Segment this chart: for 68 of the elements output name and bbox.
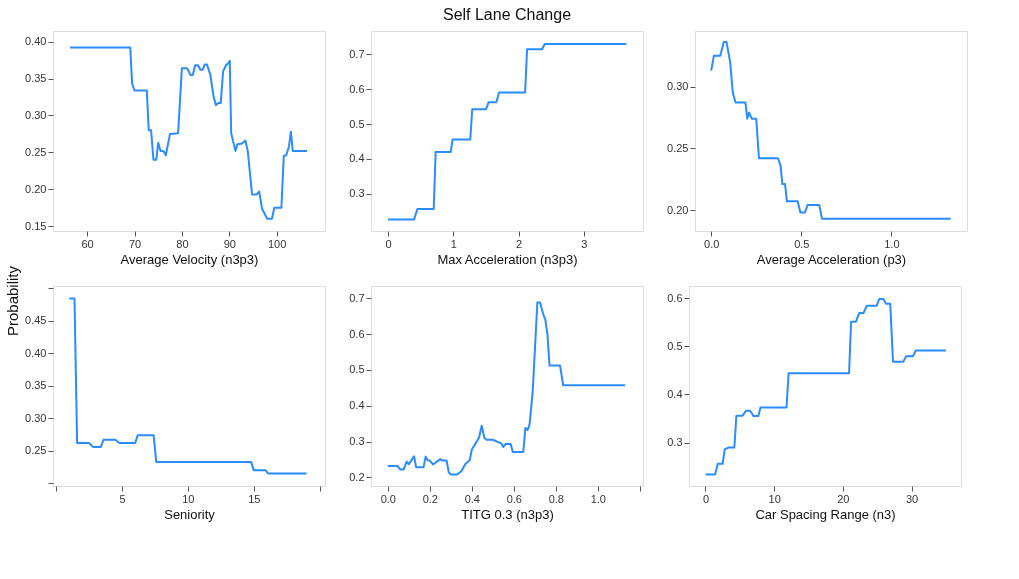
- line-series: [704, 298, 947, 476]
- y-tick-label: 0.40: [25, 35, 47, 48]
- x-tick-label: 30: [905, 492, 919, 505]
- x-tick-label: 1.0: [590, 492, 606, 505]
- y-tick-label: 0.5: [667, 339, 683, 352]
- x-tick-label: 0.0: [704, 237, 720, 250]
- y-axis-title: Probability: [4, 265, 21, 337]
- y-tick-label: 0.35: [25, 379, 47, 392]
- x-axis-title: Average Velocity (n3p3): [120, 251, 259, 267]
- y-tick-label: 0.6: [667, 291, 683, 304]
- y-tick-label: 0.30: [667, 80, 689, 93]
- y-tick-label: 0.4: [667, 387, 683, 400]
- x-tick-label: 3: [581, 237, 588, 250]
- x-axis-title: TITG 0.3 (n3p3): [461, 506, 554, 522]
- y-tick-label: 0.25: [667, 141, 689, 154]
- x-tick-label: 0.0: [380, 492, 396, 505]
- y-tick-label: 0.25: [25, 444, 47, 457]
- line-series: [68, 297, 308, 475]
- x-tick-label: 0.6: [506, 492, 522, 505]
- y-tick-label: 0.20: [667, 203, 689, 216]
- y-tick-label: 0.15: [25, 219, 47, 232]
- y-tick-label: 0.20: [25, 182, 47, 195]
- y-tick-label: 0.6: [349, 82, 365, 95]
- y-tick-label: 0.25: [25, 145, 47, 158]
- x-tick-label: 15: [248, 492, 261, 505]
- x-tick-label: 1.0: [884, 237, 900, 250]
- x-tick-label: 100: [267, 237, 287, 250]
- x-tick-label: 0.2: [422, 492, 438, 505]
- x-tick-label: 70: [128, 237, 142, 250]
- x-tick-label: 10: [182, 492, 195, 505]
- line-series: [69, 46, 308, 220]
- y-tick-label: 0.35: [25, 72, 47, 85]
- y-tick-label: 0.7: [349, 291, 365, 304]
- line-series: [386, 301, 627, 476]
- x-tick-label: 60: [81, 237, 94, 250]
- x-tick-label: 20: [837, 492, 850, 505]
- y-tick-label: 0.7: [349, 47, 365, 60]
- y-tick-label: 0.3: [349, 435, 365, 448]
- y-tick-label: 0.45: [25, 314, 47, 327]
- y-tick-label: 0.30: [25, 411, 47, 424]
- y-tick-label: 0.5: [349, 363, 365, 376]
- y-tick-label: 0.3: [667, 436, 683, 449]
- x-tick-label: 90: [223, 237, 236, 250]
- x-axis-title: Car Spacing Range (n3): [755, 506, 896, 522]
- line-series: [710, 41, 952, 220]
- x-axis-title: Max Acceleration (n3p3): [437, 251, 578, 267]
- line-series: [386, 42, 628, 221]
- x-axis-title: Average Acceleration (p3): [756, 251, 907, 267]
- chart-title: Self Lane Change: [442, 6, 572, 23]
- y-tick-label: 0.40: [25, 346, 47, 359]
- y-tick-label: 0.30: [25, 108, 47, 121]
- x-tick-label: 0: [385, 237, 392, 250]
- x-tick-label: 5: [119, 492, 126, 505]
- x-tick-label: 0.5: [794, 237, 810, 250]
- x-axis-title: Seniority: [164, 506, 216, 522]
- x-tick-label: 0: [702, 492, 710, 505]
- y-tick-label: 0.6: [349, 327, 365, 340]
- x-tick-label: 1: [450, 237, 457, 250]
- y-tick-label: 0.5: [349, 117, 365, 130]
- x-tick-label: 0.8: [548, 492, 564, 505]
- x-tick-label: 2: [516, 237, 523, 250]
- y-tick-label: 0.4: [349, 152, 365, 165]
- y-tick-label: 0.2: [349, 470, 365, 483]
- x-tick-label: 0.4: [464, 492, 480, 505]
- x-tick-label: 80: [176, 237, 189, 250]
- x-tick-label: 10: [768, 492, 781, 505]
- y-tick-label: 0.4: [349, 399, 365, 412]
- y-tick-label: 0.3: [349, 187, 365, 200]
